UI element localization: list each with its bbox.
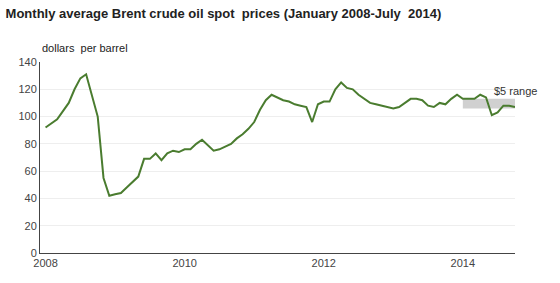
svg-text:Monthly average Brent crude oi: Monthly average Brent crude oil spot pri… xyxy=(6,6,442,21)
svg-text:80: 80 xyxy=(25,138,37,150)
svg-text:120: 120 xyxy=(18,83,36,95)
svg-text:dollars per barrel: dollars per barrel xyxy=(42,42,128,54)
svg-text:20: 20 xyxy=(25,220,37,232)
svg-text:2014: 2014 xyxy=(451,257,475,269)
svg-text:40: 40 xyxy=(25,192,37,204)
svg-text:$5 range: $5 range xyxy=(494,85,537,97)
svg-text:2012: 2012 xyxy=(312,257,336,269)
svg-text:0: 0 xyxy=(31,247,37,259)
svg-text:60: 60 xyxy=(25,165,37,177)
svg-text:2008: 2008 xyxy=(33,257,57,269)
svg-text:140: 140 xyxy=(18,56,36,68)
svg-text:100: 100 xyxy=(18,110,36,122)
svg-text:2010: 2010 xyxy=(172,257,196,269)
